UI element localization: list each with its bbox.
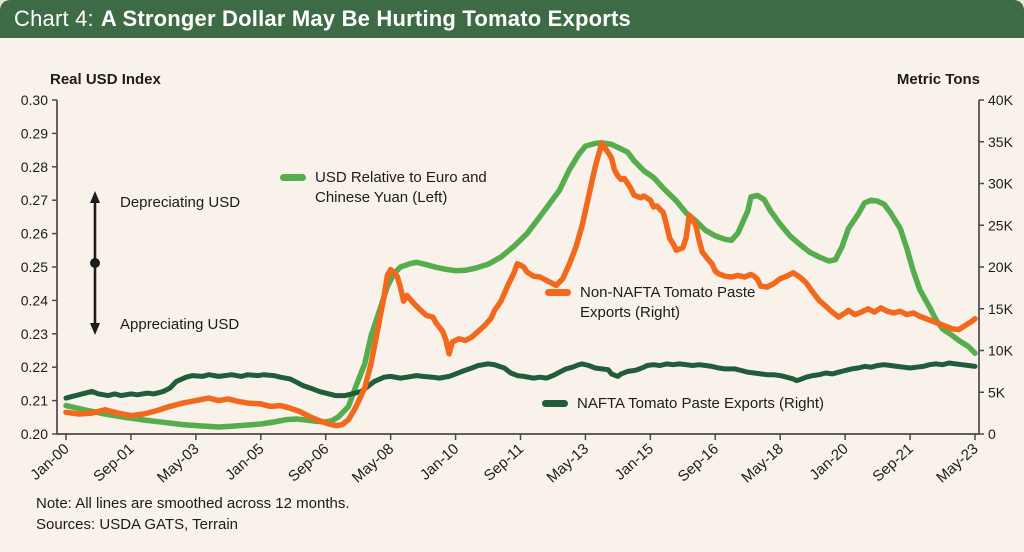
x-axis-tick-label: May-13 [544,440,593,486]
right-axis-tick-label: 40K [988,92,1014,108]
x-axis-tick-label: Jan-20 [806,440,851,483]
x-axis-tick-label: May-08 [349,440,398,486]
x-axis-tick-label: Sep-01 [90,440,137,485]
x-axis-tick-label: May-18 [738,440,787,486]
x-axis-tick-label: Jan-10 [417,440,462,483]
right-axis-title: Metric Tons [896,71,980,88]
right-axis-tick-label: 25K [988,217,1014,233]
left-axis-tick-label: 0.30 [21,92,48,108]
left-axis-tick-label: 0.20 [21,426,48,442]
usd-index-line [63,140,978,430]
x-axis-tick-label: Jan-15 [612,440,657,483]
arrow-down-head [90,323,100,335]
left-axis-tick-label: 0.27 [21,192,48,208]
legend-non-nafta: Non-NAFTA Tomato Paste Exports (Right) [545,283,755,323]
chart-note: Note: All lines are smoothed across 12 m… [36,495,350,512]
chart-sources: Sources: USDA GATS, Terrain [36,516,239,533]
left-axis-tick-label: 0.29 [21,125,48,141]
non-nafta-exports-line [63,140,978,429]
nafta-line-swatch [542,400,568,407]
x-axis-tick-label: Sep-11 [481,440,528,484]
legend-non-nafta-label: Non-NAFTA Tomato Paste Exports (Right) [580,284,756,321]
usd-line-swatch [280,174,306,181]
legend-usd-label: USD Relative to Euro and Chinese Yuan (L… [315,169,487,206]
right-axis-tick-label: 15K [988,301,1014,317]
right-axis-tick-label: 35K [988,134,1014,150]
x-axis-tick-label: Sep-16 [675,440,722,485]
appreciating-usd-label: Appreciating USD [120,316,240,333]
arrow-midpoint-dot [90,258,100,268]
left-axis-title: Real USD Index [50,71,161,88]
chart-number-label: Chart 4: [14,6,94,31]
left-axis-tick-label: 0.23 [21,326,48,342]
chart-title: A Stronger Dollar May Be Hurting Tomato … [100,6,631,31]
right-axis-tick-label: 10K [988,343,1014,359]
left-axis-tick-label: 0.26 [21,226,48,242]
x-axis-tick-label: Jan-00 [27,440,72,483]
left-axis-tick-label: 0.22 [21,359,48,375]
left-axis-tick-label: 0.28 [21,159,48,175]
right-axis-tick-label: 5K [988,384,1006,400]
chart-header: Chart 4: A Stronger Dollar May Be Hurtin… [0,0,1024,38]
left-axis-tick-label: 0.21 [21,393,48,409]
legend-nafta: NAFTA Tomato Paste Exports (Right) [542,394,824,414]
right-axis-tick-label: 20K [988,259,1014,275]
arrow-up-head [90,191,100,203]
x-axis-tick-label: Sep-21 [869,440,916,485]
depreciating-usd-label: Depreciating USD [120,194,241,211]
x-axis-tick-label: May-03 [154,440,203,486]
nafta-exports-line [63,360,978,401]
x-axis-tick-label: Jan-05 [222,440,267,483]
left-axis-tick-label: 0.24 [21,292,48,308]
x-axis-tick-label: Sep-06 [285,440,332,485]
left-axis-tick-label: 0.25 [21,259,48,275]
right-axis-tick-label: 30K [988,176,1014,192]
x-axis-tick-label: May-23 [933,440,982,486]
non-nafta-line-swatch [545,289,571,296]
legend-usd: USD Relative to Euro and Chinese Yuan (L… [280,168,487,208]
legend-nafta-label: NAFTA Tomato Paste Exports (Right) [577,395,825,412]
right-axis-tick-label: 0 [988,426,996,442]
